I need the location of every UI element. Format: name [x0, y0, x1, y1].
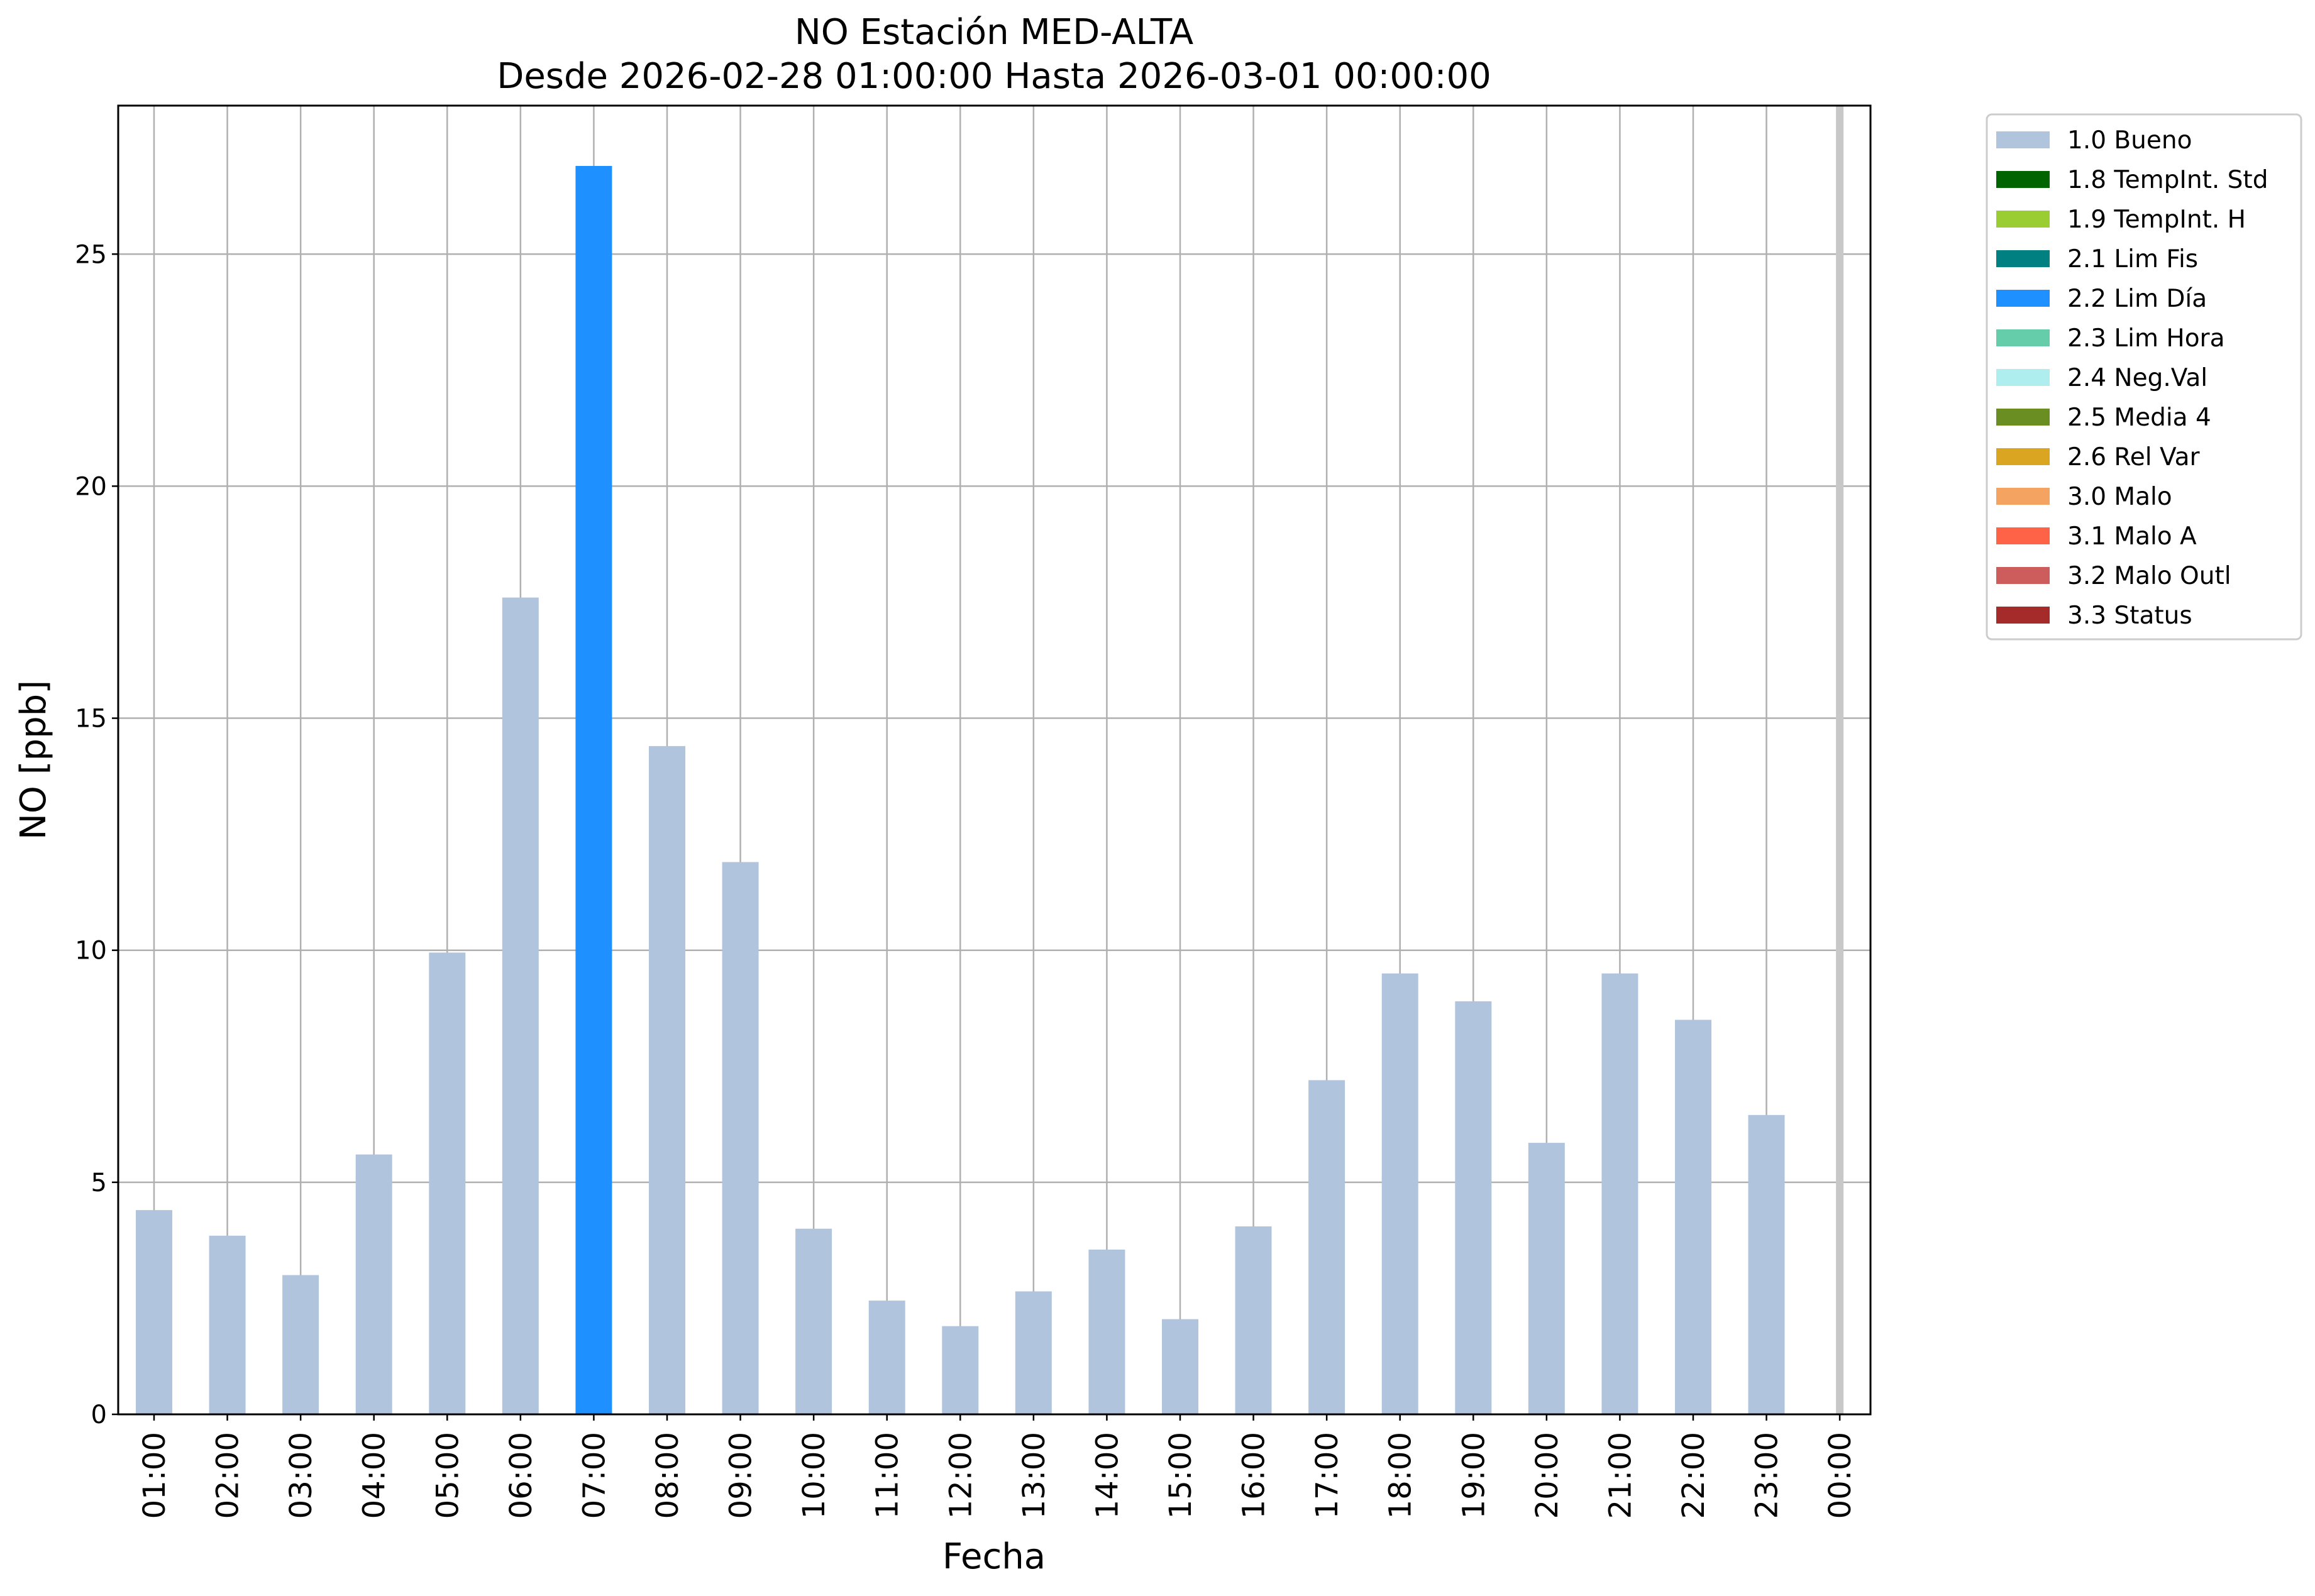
legend-swatch: [1996, 369, 2050, 386]
bar: [1015, 1291, 1052, 1414]
x-tick-label: 21:00: [1603, 1432, 1638, 1519]
x-tick-label: 05:00: [430, 1432, 465, 1519]
legend-label: 3.3 Status: [2067, 602, 2192, 630]
y-axis-label: NO [ppb]: [13, 680, 54, 840]
y-tick-label: 20: [75, 472, 107, 501]
bar: [502, 597, 539, 1414]
bar: [1675, 1020, 1711, 1414]
legend-label: 1.8 TempInt. Std: [2067, 166, 2268, 194]
legend-label: 2.5 Media 4: [2067, 404, 2211, 432]
x-tick-label: 22:00: [1676, 1432, 1711, 1519]
bar: [942, 1326, 979, 1414]
bar: [1528, 1143, 1565, 1414]
legend-swatch: [1996, 607, 2050, 624]
legend-label: 2.4 Neg.Val: [2067, 364, 2207, 392]
bar: [282, 1275, 319, 1414]
y-tick-label: 25: [75, 240, 107, 269]
x-tick-label: 08:00: [650, 1432, 685, 1519]
bar: [575, 166, 612, 1414]
x-tick-label: 07:00: [577, 1432, 612, 1519]
legend-swatch: [1996, 329, 2050, 346]
x-axis: 01:00 02:00 03:00 04:00 05:00 06:00 07:00 08:00…: [137, 1414, 1858, 1519]
y-tick-label: 15: [75, 705, 107, 734]
legend-label: 2.1 Lim Fis: [2067, 245, 2198, 273]
bar: [355, 1154, 392, 1414]
x-tick-label: 06:00: [504, 1432, 539, 1519]
bar: [1601, 973, 1638, 1414]
x-axis-label: Fecha: [942, 1536, 1046, 1577]
x-tick-label: 16:00: [1237, 1432, 1272, 1519]
x-tick-label: 02:00: [211, 1432, 246, 1519]
legend-swatch: [1996, 409, 2050, 426]
bar: [1235, 1226, 1272, 1414]
legend-label: 3.1 Malo A: [2067, 522, 2197, 551]
legend-swatch: [1996, 250, 2050, 267]
legend-swatch: [1996, 290, 2050, 307]
legend-label: 3.0 Malo: [2067, 483, 2172, 511]
chart-title-line-1: NO Estación MED-ALTA: [795, 12, 1193, 53]
legend-swatch: [1996, 448, 2050, 465]
bars: [136, 166, 1785, 1414]
legend-label: 3.2 Malo Outl: [2067, 562, 2231, 590]
x-tick-label: 13:00: [1017, 1432, 1052, 1519]
legend-swatch: [1996, 131, 2050, 148]
y-tick-label: 10: [75, 937, 107, 966]
legend-label: 2.2 Lim Día: [2067, 285, 2207, 313]
x-tick-label: 19:00: [1456, 1432, 1491, 1519]
bar: [868, 1301, 905, 1414]
x-tick-label: 01:00: [137, 1432, 172, 1519]
legend-label: 2.3 Lim Hora: [2067, 324, 2225, 353]
x-tick-label: 03:00: [284, 1432, 319, 1519]
bar: [1381, 973, 1418, 1414]
bar: [1455, 1001, 1492, 1414]
x-tick-label: 18:00: [1383, 1432, 1418, 1519]
chart-title-line-2: Desde 2026-02-28 01:00:00 Hasta 2026-03-…: [497, 56, 1491, 97]
x-tick-label: 17:00: [1310, 1432, 1345, 1519]
bar: [209, 1235, 246, 1414]
legend-swatch: [1996, 527, 2050, 544]
bar: [136, 1210, 172, 1414]
x-tick-label: 00:00: [1823, 1432, 1858, 1519]
legend-swatch: [1996, 211, 2050, 228]
y-tick-label: 0: [91, 1401, 107, 1429]
bar: [1088, 1249, 1125, 1414]
legend-swatch: [1996, 488, 2050, 505]
x-tick-label: 11:00: [870, 1432, 905, 1519]
y-axis: 0 5 10 15 20 25: [75, 240, 118, 1429]
bar: [429, 952, 466, 1414]
x-tick-label: 04:00: [357, 1432, 392, 1519]
bar: [1748, 1114, 1785, 1414]
x-tick-label: 12:00: [943, 1432, 978, 1519]
bar: [1308, 1080, 1345, 1414]
legend-label: 1.0 Bueno: [2067, 126, 2192, 155]
legend-swatch: [1996, 171, 2050, 188]
x-tick-label: 14:00: [1090, 1432, 1125, 1519]
legend-swatch: [1996, 567, 2050, 584]
bar: [795, 1228, 832, 1414]
plot-frame: [117, 104, 1872, 1416]
bar: [722, 862, 759, 1414]
legend-label: 2.6 Rel Var: [2067, 443, 2201, 471]
legend-label: 1.9 TempInt. H: [2067, 206, 2246, 234]
x-tick-label: 10:00: [797, 1432, 832, 1519]
bar: [649, 746, 685, 1414]
x-tick-label: 20:00: [1530, 1432, 1565, 1519]
y-tick-label: 5: [91, 1169, 107, 1197]
x-tick-label: 23:00: [1750, 1432, 1785, 1519]
legend-box: [1986, 113, 2302, 641]
x-tick-label: 15:00: [1163, 1432, 1198, 1519]
x-tick-label: 09:00: [724, 1432, 759, 1519]
bar: [1162, 1319, 1198, 1414]
legend: 1.0 Bueno 1.8 TempInt. Std 1.9 TempInt. H 2…: [1986, 113, 2302, 641]
